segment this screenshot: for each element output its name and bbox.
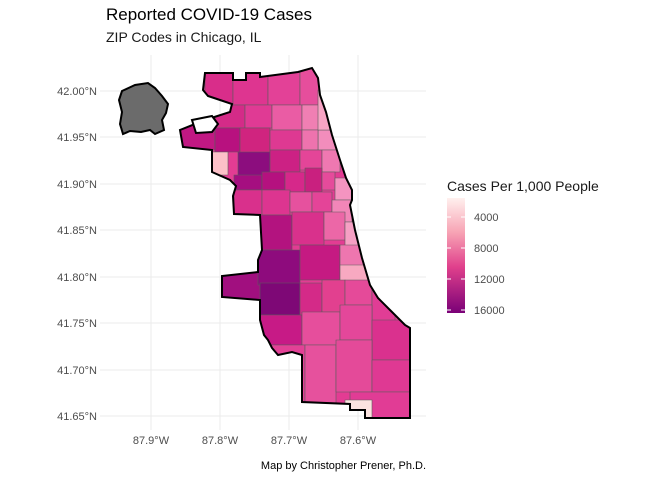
zip-region: [269, 129, 303, 151]
zip-region: [259, 314, 303, 346]
zip-region: [269, 149, 301, 173]
zip-region: [321, 171, 336, 191]
ohare-na-region: [117, 81, 170, 136]
lat-axis: 42.00°N 41.95°N 41.90°N 41.85°N 41.80°N …: [57, 86, 97, 423]
zip-region: [299, 149, 323, 171]
zip-region: [301, 311, 341, 346]
chart-title: Reported COVID-19 Cases: [106, 5, 312, 24]
zip-region: [304, 167, 323, 193]
legend-colorbar: [447, 198, 465, 313]
lat-tick-label: 42.00°N: [57, 86, 97, 98]
zip-region: [233, 189, 263, 216]
lat-tick-label: 41.90°N: [57, 179, 97, 191]
chart-subtitle: ZIP Codes in Chicago, IL: [106, 29, 262, 45]
zip-region: [214, 127, 241, 153]
zip-region: [371, 359, 410, 393]
zip-region: [284, 171, 306, 193]
excluded-area: [190, 114, 220, 135]
zip-region: [289, 191, 313, 213]
lat-tick-label: 41.95°N: [57, 132, 97, 144]
lon-axis: 87.9°W 87.8°W 87.7°W 87.6°W: [133, 435, 377, 447]
zip-region: [311, 191, 333, 213]
zip-region: [259, 214, 293, 251]
zip-region: [259, 282, 301, 316]
zip-region: [232, 69, 269, 106]
zip-region: [211, 151, 229, 176]
zip-region: [335, 339, 373, 393]
lat-tick-label: 41.80°N: [57, 272, 97, 284]
zip-regions: [180, 68, 410, 418]
zip-region: [261, 189, 291, 216]
zip-region: [344, 279, 373, 306]
zip-region: [304, 344, 337, 406]
zip-region: [233, 174, 263, 191]
zip-region: [323, 211, 346, 241]
lat-tick-label: 41.65°N: [57, 411, 97, 423]
zip-region: [299, 282, 323, 316]
city-boundary: [178, 66, 411, 419]
zip-region: [339, 304, 373, 341]
zip-region: [271, 104, 303, 131]
zip-region: [321, 149, 341, 173]
map-caption: Map by Christopher Prener, Ph.D.: [260, 460, 426, 472]
legend-title: Cases Per 1,000 People: [447, 178, 599, 194]
zip-region: [261, 171, 286, 191]
legend-break-label: 16000: [474, 305, 505, 317]
zip-region: [299, 244, 341, 281]
lon-tick-label: 87.9°W: [133, 435, 170, 447]
zip-region: [334, 177, 353, 201]
zip-region: [257, 249, 301, 286]
legend-break-label: 8000: [474, 243, 498, 255]
legend: 4000 8000 12000 16000: [447, 198, 505, 317]
zip-region: [291, 211, 325, 246]
zip-region: [301, 129, 319, 151]
lon-tick-label: 87.7°W: [271, 435, 308, 447]
lat-tick-label: 41.85°N: [57, 225, 97, 237]
legend-break-label: 12000: [474, 274, 505, 286]
lon-tick-label: 87.6°W: [340, 435, 377, 447]
lon-tick-label: 87.8°W: [202, 435, 239, 447]
lat-tick-label: 41.70°N: [57, 365, 97, 377]
zip-region: [244, 104, 273, 129]
lat-tick-label: 41.75°N: [57, 318, 97, 330]
zip-region: [239, 127, 271, 156]
legend-break-label: 4000: [474, 212, 498, 224]
